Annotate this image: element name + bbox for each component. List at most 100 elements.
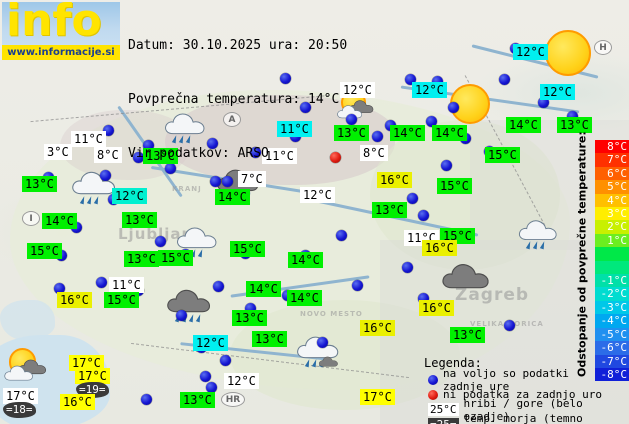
station-dot[interactable]	[250, 147, 261, 158]
legend-available-text: na voljo so podatki zadnje ure	[443, 366, 569, 393]
station-dot[interactable]	[504, 320, 515, 331]
station-dot[interactable]	[133, 152, 144, 163]
temperature-label: 12°C	[112, 188, 147, 204]
terrain-neighbour-croatia	[380, 240, 629, 424]
temperature-label: 14°C	[390, 125, 425, 141]
country-code-badge: A	[223, 112, 241, 127]
temperature-label: 14°C	[215, 189, 250, 205]
station-dot[interactable]	[405, 74, 416, 85]
station-dot[interactable]	[418, 293, 429, 304]
station-dot[interactable]	[407, 193, 418, 204]
red-dot-icon	[428, 389, 438, 400]
raindrops-icon	[79, 195, 101, 204]
station-dot[interactable]	[54, 283, 65, 294]
station-dot[interactable]	[207, 138, 218, 149]
station-dot[interactable]	[143, 140, 154, 151]
temperature-label: 14°C	[506, 117, 541, 133]
mountain-temperature-label: 8°C	[360, 145, 388, 161]
mountain-temperature-label: 7°C	[238, 171, 266, 187]
station-dot[interactable]	[200, 371, 211, 382]
station-dot[interactable]	[141, 394, 152, 405]
scale-band-15: -6°C	[595, 341, 629, 355]
station-dot[interactable]	[538, 97, 549, 108]
station-dot[interactable]	[206, 382, 217, 393]
station-dot[interactable]	[432, 76, 443, 87]
legend-row-available: na voljo so podatki zadnje ure	[428, 367, 604, 393]
temperature-label: 14°C	[288, 252, 323, 268]
scale-band-3: 5°C	[595, 180, 629, 194]
temperature-label: 16°C	[377, 172, 412, 188]
temperature-label: 15°C	[27, 243, 62, 259]
scale-band-8	[595, 247, 629, 261]
scale-band-12: -3°C	[595, 300, 629, 315]
cloud-icon	[336, 103, 365, 123]
temperature-label: 13°C	[124, 251, 159, 267]
station-dot[interactable]	[402, 262, 413, 273]
city-label: Zagreb	[455, 285, 530, 305]
scale-band-14: -5°C	[595, 327, 629, 342]
station-dot[interactable]	[346, 114, 357, 125]
country-code-badge: H	[594, 40, 612, 55]
station-dot[interactable]	[220, 355, 231, 366]
temperature-label: 13°C	[557, 117, 592, 133]
mountain-temperature-label: 12°C	[340, 82, 375, 98]
legend-row-sea: =25= temp. morja (temno ozadje)	[428, 412, 604, 424]
station-dot[interactable]	[567, 111, 578, 122]
city-label: KRANJ	[172, 185, 202, 193]
station-dot[interactable]	[103, 125, 114, 136]
mountain-temperature-label: 11°C	[71, 131, 106, 147]
station-dot[interactable]	[499, 74, 510, 85]
station-dot[interactable]	[280, 73, 291, 84]
station-dot[interactable]	[336, 230, 347, 241]
station-dot[interactable]	[100, 170, 111, 181]
station-dot[interactable]	[245, 303, 256, 314]
station-dot[interactable]	[418, 210, 429, 221]
sea-temperature-label: =18=	[3, 402, 36, 418]
header-data-source: Vir podatkov: ARSO	[128, 146, 269, 161]
temperature-label: 16°C	[419, 300, 454, 316]
station-dot[interactable]	[372, 131, 383, 142]
temperature-label: 16°C	[57, 292, 92, 308]
station-dot[interactable]	[448, 102, 459, 113]
temperature-label: 16°C	[360, 320, 395, 336]
scale-band-2: 6°C	[595, 166, 629, 181]
station-dot[interactable]	[96, 277, 107, 288]
scale-band-4: 4°C	[595, 193, 629, 208]
scale-band-5: 3°C	[595, 207, 629, 221]
station-dot[interactable]	[317, 337, 328, 348]
station-dot[interactable]	[176, 310, 187, 321]
scale-band-10: -1°C	[595, 274, 629, 288]
sun-icon	[545, 30, 591, 76]
station-dot[interactable]	[155, 236, 166, 247]
site-logo[interactable]: info www.informacije.si	[2, 2, 120, 60]
scale-band-7: 1°C	[595, 233, 629, 248]
station-dot[interactable]	[352, 280, 363, 291]
temperature-label: 15°C	[158, 250, 193, 266]
temperature-label: 12°C	[540, 84, 575, 100]
sun-behind-cloud-icon	[3, 348, 49, 381]
temperature-label: 13°C	[450, 327, 485, 343]
cloud-icon	[175, 224, 221, 254]
station-dot[interactable]	[300, 102, 311, 113]
mountain-temperature-label: 11°C	[109, 277, 144, 293]
scale-band-16: -7°C	[595, 354, 629, 368]
temperature-label: 15°C	[230, 241, 265, 257]
terrain-lowland-southeast	[230, 300, 460, 410]
temperature-label: 11°C	[277, 121, 312, 137]
temperature-label: 17°C	[360, 389, 395, 405]
scale-caption: Odstopanje od povprečne temperature:	[575, 131, 589, 377]
station-dot[interactable]	[222, 176, 233, 187]
station-dot[interactable]	[210, 176, 221, 187]
station-dot-no-data[interactable]	[330, 152, 341, 163]
station-dot[interactable]	[165, 163, 176, 174]
country-code-badge: I	[22, 211, 40, 226]
station-dot[interactable]	[426, 116, 437, 127]
legend-hills-text: hribi / gore (belo ozadje)	[463, 396, 583, 423]
raindrops-icon	[525, 240, 546, 250]
temperature-label: 16°C	[60, 394, 95, 410]
station-dot[interactable]	[441, 160, 452, 171]
mountain-temperature-label: 11°C	[262, 148, 297, 164]
station-dot[interactable]	[213, 281, 224, 292]
